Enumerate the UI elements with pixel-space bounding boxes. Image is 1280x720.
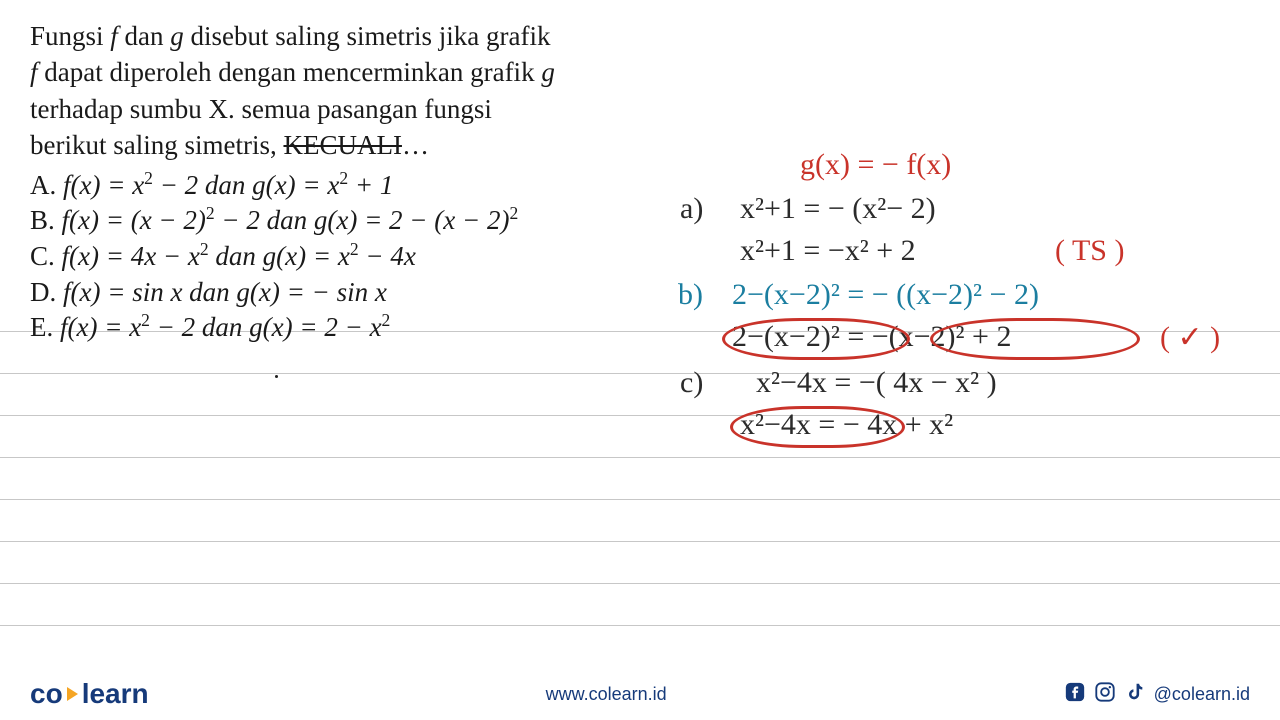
text: dan <box>118 21 170 51</box>
opt-text: f(x) = (x − 2) <box>62 205 206 235</box>
opt-text: f(x) = x <box>60 312 141 342</box>
option-E: E. f(x) = x2 − 2 dan g(x) = 2 − x2 <box>30 310 1250 346</box>
exp: 2 <box>144 168 153 188</box>
text: berikut saling simetris, <box>30 130 283 160</box>
opt-text: dan g(x) = x <box>209 241 350 271</box>
f-symbol: f <box>30 57 38 87</box>
problem-area: Fungsi f dan g disebut saling simetris j… <box>0 0 1280 346</box>
f-symbol: f <box>110 21 118 51</box>
footer-handle: @colearn.id <box>1154 684 1250 705</box>
opt-label: C. <box>30 241 62 271</box>
logo-co: co <box>30 678 63 710</box>
exp: 2 <box>141 310 150 330</box>
dot <box>275 375 278 378</box>
opt-label: E. <box>30 312 60 342</box>
footer: co learn www.colearn.id @colearn.id <box>0 668 1280 720</box>
g-symbol: g <box>170 21 184 51</box>
exp: 2 <box>339 168 348 188</box>
logo-learn: learn <box>82 678 149 710</box>
brand-logo: co learn <box>30 678 149 710</box>
opt-label: D. <box>30 277 63 307</box>
opt-text: − 4x <box>359 241 416 271</box>
opt-text: − 2 dan g(x) = x <box>153 170 339 200</box>
opt-text: − 2 dan g(x) = 2 − x <box>150 312 382 342</box>
opt-text: f(x) = 4x − x <box>62 241 200 271</box>
play-icon <box>67 687 78 701</box>
text: dapat diperoleh dengan mencerminkan graf… <box>38 57 542 87</box>
tiktok-icon <box>1124 681 1146 708</box>
exp: 2 <box>350 239 359 259</box>
problem-statement: Fungsi f dan g disebut saling simetris j… <box>30 18 670 164</box>
opt-label: A. <box>30 170 63 200</box>
exp: 2 <box>206 203 215 223</box>
footer-url: www.colearn.id <box>546 684 667 705</box>
option-A: A. f(x) = x2 − 2 dan g(x) = x2 + 1 <box>30 168 1250 204</box>
exp: 2 <box>200 239 209 259</box>
kecuali: KECUALI <box>283 130 401 160</box>
exp: 2 <box>509 203 518 223</box>
text: terhadap sumbu X. semua pasangan fungsi <box>30 94 492 124</box>
opt-text: + 1 <box>348 170 393 200</box>
exp: 2 <box>382 310 391 330</box>
text: disebut saling simetris jika grafik <box>184 21 551 51</box>
option-B: B. f(x) = (x − 2)2 − 2 dan g(x) = 2 − (x… <box>30 203 1250 239</box>
option-C: C. f(x) = 4x − x2 dan g(x) = x2 − 4x <box>30 239 1250 275</box>
opt-label: B. <box>30 205 62 235</box>
g-symbol: g <box>541 57 555 87</box>
instagram-icon <box>1094 681 1116 708</box>
text: Fungsi <box>30 21 110 51</box>
text: … <box>402 130 429 160</box>
option-D: D. f(x) = sin x dan g(x) = − sin x <box>30 275 1250 311</box>
opt-text: − 2 dan g(x) = 2 − (x − 2) <box>215 205 510 235</box>
social-bar: @colearn.id <box>1064 681 1250 708</box>
options-list: A. f(x) = x2 − 2 dan g(x) = x2 + 1 B. f(… <box>30 168 1250 346</box>
opt-text: f(x) = x <box>63 170 144 200</box>
opt-text: f(x) = sin x dan g(x) = − sin x <box>63 277 387 307</box>
facebook-icon <box>1064 681 1086 708</box>
